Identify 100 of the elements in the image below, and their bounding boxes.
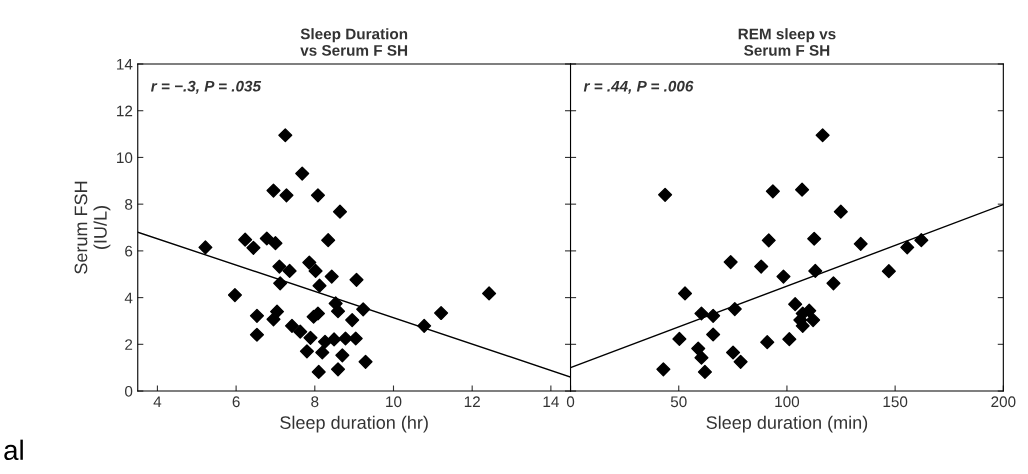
point xyxy=(272,259,287,274)
point xyxy=(282,263,297,279)
x-tick-label: 50 xyxy=(670,396,687,408)
x-tick-label: 6 xyxy=(232,396,240,408)
point xyxy=(677,286,693,301)
point xyxy=(293,324,308,339)
point xyxy=(788,297,803,312)
point xyxy=(434,305,449,321)
point xyxy=(227,287,242,303)
point xyxy=(806,312,821,328)
point xyxy=(324,269,339,284)
y-tick-label: 0 xyxy=(124,385,133,397)
point xyxy=(302,255,317,270)
point xyxy=(697,364,712,379)
point xyxy=(345,312,360,328)
point xyxy=(268,236,283,251)
point xyxy=(807,231,822,246)
point xyxy=(760,335,775,350)
point xyxy=(349,272,364,287)
point xyxy=(308,263,323,279)
point xyxy=(356,302,371,317)
x-tick-label: 0 xyxy=(566,396,575,408)
point xyxy=(694,306,709,321)
point xyxy=(310,188,326,203)
y-tick-label: 2 xyxy=(125,339,133,350)
chart-title: REM sleep vs Serum F SH xyxy=(738,28,836,56)
point xyxy=(273,276,288,291)
point xyxy=(723,255,738,270)
point xyxy=(358,354,373,369)
point xyxy=(299,344,314,359)
point xyxy=(266,183,281,198)
y-tick-label: 8 xyxy=(125,199,133,210)
point xyxy=(914,233,929,248)
x-tick-label: 100 xyxy=(775,396,800,408)
y-tick-label: 4 xyxy=(124,292,133,304)
point xyxy=(802,303,817,318)
x-tick-label: 8 xyxy=(311,396,319,408)
annotation: r = −.3, P = .035 xyxy=(151,80,262,94)
x-axis-title: Sleep duration (min) xyxy=(706,415,868,433)
point xyxy=(795,182,810,197)
point xyxy=(815,128,830,143)
point xyxy=(246,240,261,255)
y-tick-label: 6 xyxy=(125,245,133,257)
point xyxy=(315,345,330,360)
point xyxy=(658,187,673,202)
point xyxy=(725,345,741,360)
x-tick-label: 10 xyxy=(386,396,402,408)
point xyxy=(284,318,300,333)
point xyxy=(312,278,327,293)
point xyxy=(330,362,346,377)
point xyxy=(853,236,868,251)
x-tick-label: 4 xyxy=(153,396,162,407)
y-tick-label: 14 xyxy=(117,59,133,70)
point xyxy=(348,331,363,346)
point xyxy=(330,304,346,319)
point xyxy=(249,308,265,323)
y-axis-title: Serum FSH (IU/L) xyxy=(74,181,111,274)
point xyxy=(761,233,776,248)
point xyxy=(656,362,671,377)
point xyxy=(198,240,213,255)
point xyxy=(259,231,274,246)
point xyxy=(238,232,253,247)
point xyxy=(327,332,342,347)
point xyxy=(332,204,348,219)
point xyxy=(694,350,709,365)
point xyxy=(808,263,823,279)
point xyxy=(826,276,841,291)
point xyxy=(754,259,769,274)
point xyxy=(249,327,265,342)
point xyxy=(278,128,293,143)
point xyxy=(335,348,350,363)
annotation: r = .44, P = .006 xyxy=(583,80,694,94)
x-tick-label: 12 xyxy=(464,396,480,407)
point xyxy=(706,327,721,342)
y-tick-label: 10 xyxy=(117,152,133,164)
point xyxy=(279,188,294,203)
point xyxy=(321,233,336,248)
point xyxy=(833,204,848,219)
point xyxy=(900,240,915,255)
point xyxy=(417,318,432,333)
point xyxy=(482,286,497,301)
point xyxy=(266,312,281,327)
point xyxy=(295,166,310,181)
point xyxy=(782,332,797,347)
point xyxy=(765,184,780,199)
point xyxy=(311,364,326,379)
point xyxy=(776,269,791,284)
point xyxy=(727,301,742,317)
y-tick-label: 12 xyxy=(117,105,133,117)
x-tick-label: 150 xyxy=(883,396,908,408)
point xyxy=(881,264,896,279)
x-tick-label: 14 xyxy=(543,396,559,407)
x-axis-title: Sleep duration (hr) xyxy=(280,415,428,433)
point xyxy=(672,331,687,347)
x-tick-label: 200 xyxy=(991,396,1016,408)
chart-title: Sleep Duration vs Serum F SH xyxy=(300,28,408,56)
point xyxy=(706,308,721,323)
point xyxy=(733,354,748,369)
point xyxy=(303,330,318,345)
point xyxy=(691,341,706,356)
